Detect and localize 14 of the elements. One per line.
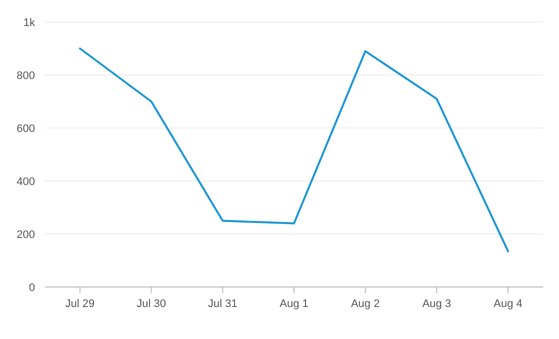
- x-tick-label: Aug 1: [280, 298, 308, 310]
- x-tick-label: Jul 29: [65, 298, 95, 310]
- x-tick-label: Aug 2: [350, 298, 380, 310]
- y-tick-label: 200: [16, 228, 35, 241]
- x-tick-label: Jul 31: [208, 298, 238, 310]
- y-tick-label: 400: [16, 176, 35, 188]
- y-tick-label: 0: [28, 282, 35, 294]
- x-tick-label: Jul 30: [136, 298, 166, 310]
- x-tick-label: Aug 3: [422, 298, 452, 310]
- y-tick-label: 1k: [23, 16, 36, 29]
- x-tick-label: Aug 4: [494, 298, 522, 310]
- y-tick-label: 600: [16, 122, 35, 135]
- y-tick-label: 800: [16, 70, 35, 82]
- line-series: [78, 48, 510, 252]
